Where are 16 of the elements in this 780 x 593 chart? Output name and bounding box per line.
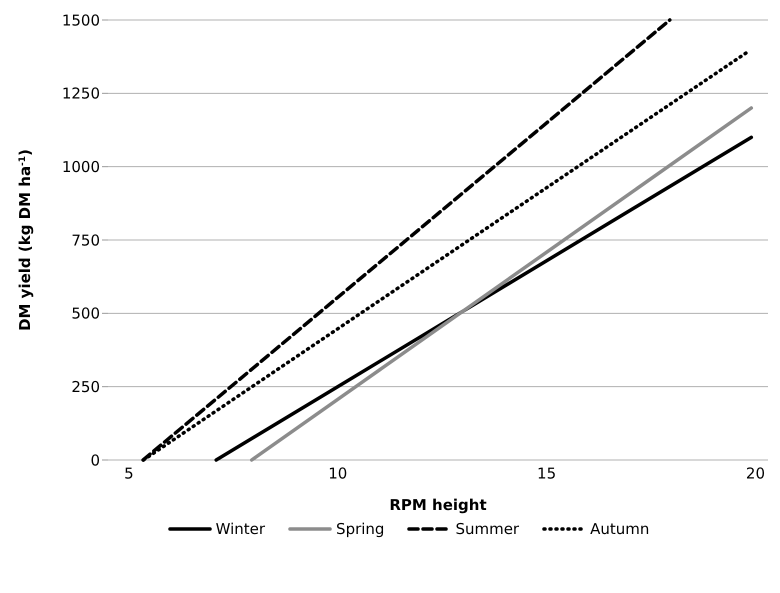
y-tick-label: 500 — [71, 304, 100, 323]
x-tick-label: 5 — [124, 464, 134, 483]
legend-label: Summer — [455, 520, 520, 538]
x-tick-label: 10 — [328, 464, 348, 483]
x-axis-title: RPM height — [389, 496, 487, 514]
legend-label: Winter — [216, 520, 266, 538]
y-tick-label: 250 — [71, 378, 100, 396]
legend-label: Autumn — [590, 520, 650, 538]
y-tick-label: 1000 — [62, 158, 100, 176]
y-tick-label: 1500 — [62, 11, 100, 30]
x-tick-label: 15 — [537, 464, 556, 483]
y-tick-label: 1250 — [62, 84, 100, 103]
x-tick-label: 20 — [746, 464, 766, 483]
legend-label: Spring — [336, 520, 384, 538]
y-tick-label: 0 — [90, 451, 100, 470]
y-tick-label: 750 — [71, 231, 100, 250]
